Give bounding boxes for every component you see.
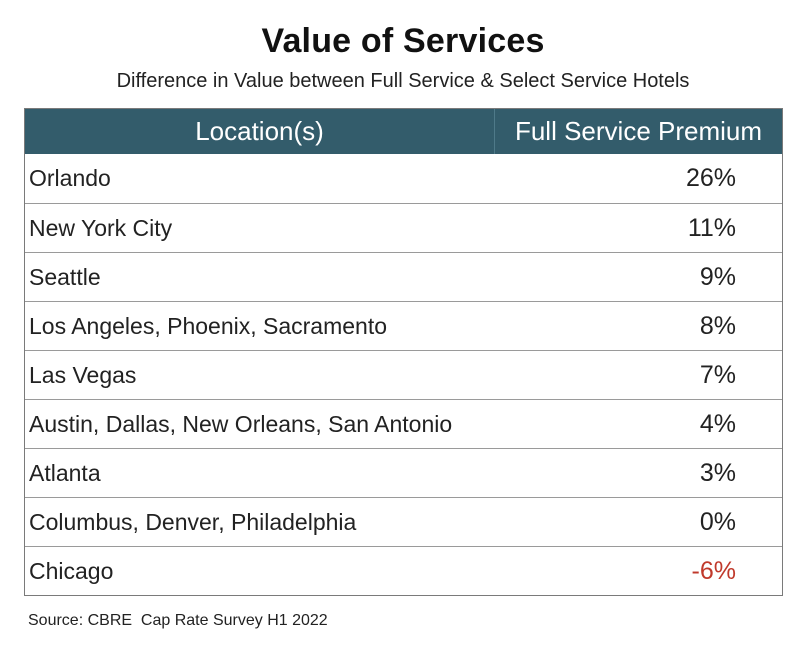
premium-cell: 26% [685,164,736,192]
location-cell: New York City [29,215,173,241]
table-row: Columbus, Denver, Philadelphia 0% [25,497,782,546]
table-row: Orlando 26% [25,154,782,203]
table-row: Atlanta 3% [25,448,782,497]
location-cell: Los Angeles, Phoenix, Sacramento [29,313,388,339]
location-cell: Atlanta [29,460,101,486]
table-row: New York City 11% [25,203,782,252]
chart-subtitle: Difference in Value between Full Service… [116,70,690,92]
premium-cell: 4% [699,410,736,438]
premium-cell: -6% [691,557,736,585]
header-divider [494,109,495,154]
premium-cell: 3% [699,459,736,487]
location-cell: Seattle [29,264,101,290]
column-header-location: Location(s) [195,116,324,146]
source-note: Source: CBRE Cap Rate Survey H1 2022 [28,612,328,629]
location-cell: Orlando [29,165,111,191]
premium-cell: 7% [699,361,736,389]
table-row: Seattle 9% [25,252,782,301]
chart-title: Value of Services [261,22,545,60]
table-header: Location(s) Full Service Premium [25,109,782,154]
location-cell: Las Vegas [29,362,137,388]
premium-cell: 8% [699,312,736,340]
premium-table: Location(s) Full Service Premium Orlando… [24,108,783,596]
premium-cell: 11% [687,214,736,242]
table-row: Chicago -6% [25,546,782,595]
location-cell: Austin, Dallas, New Orleans, San Antonio [29,411,453,437]
table-row: Las Vegas 7% [25,350,782,399]
premium-cell: 9% [699,263,736,291]
column-header-premium: Full Service Premium [514,116,763,146]
table-body: Orlando 26% New York City 11% Seattle 9% Los A… [25,154,782,595]
location-cell: Chicago [29,558,114,584]
premium-cell: 0% [699,508,736,536]
location-cell: Columbus, Denver, Philadelphia [29,509,357,535]
table-row: Austin, Dallas, New Orleans, San Antonio… [25,399,782,448]
table-row: Los Angeles, Phoenix, Sacramento 8% [25,301,782,350]
